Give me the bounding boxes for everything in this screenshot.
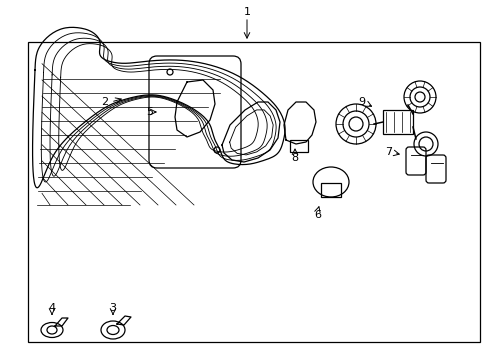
Text: 1: 1 — [243, 7, 250, 17]
Text: 3: 3 — [109, 303, 116, 313]
Text: 8: 8 — [291, 153, 298, 163]
Bar — [28, 42, 479, 342]
Text: 4: 4 — [48, 303, 56, 313]
Text: 2: 2 — [101, 97, 108, 107]
Bar — [320, 183, 340, 197]
Text: 5: 5 — [146, 107, 153, 117]
Text: 9: 9 — [358, 97, 365, 107]
Bar — [382, 110, 412, 134]
Text: 7: 7 — [385, 147, 392, 157]
Bar — [289, 140, 307, 152]
Text: 6: 6 — [314, 210, 321, 220]
